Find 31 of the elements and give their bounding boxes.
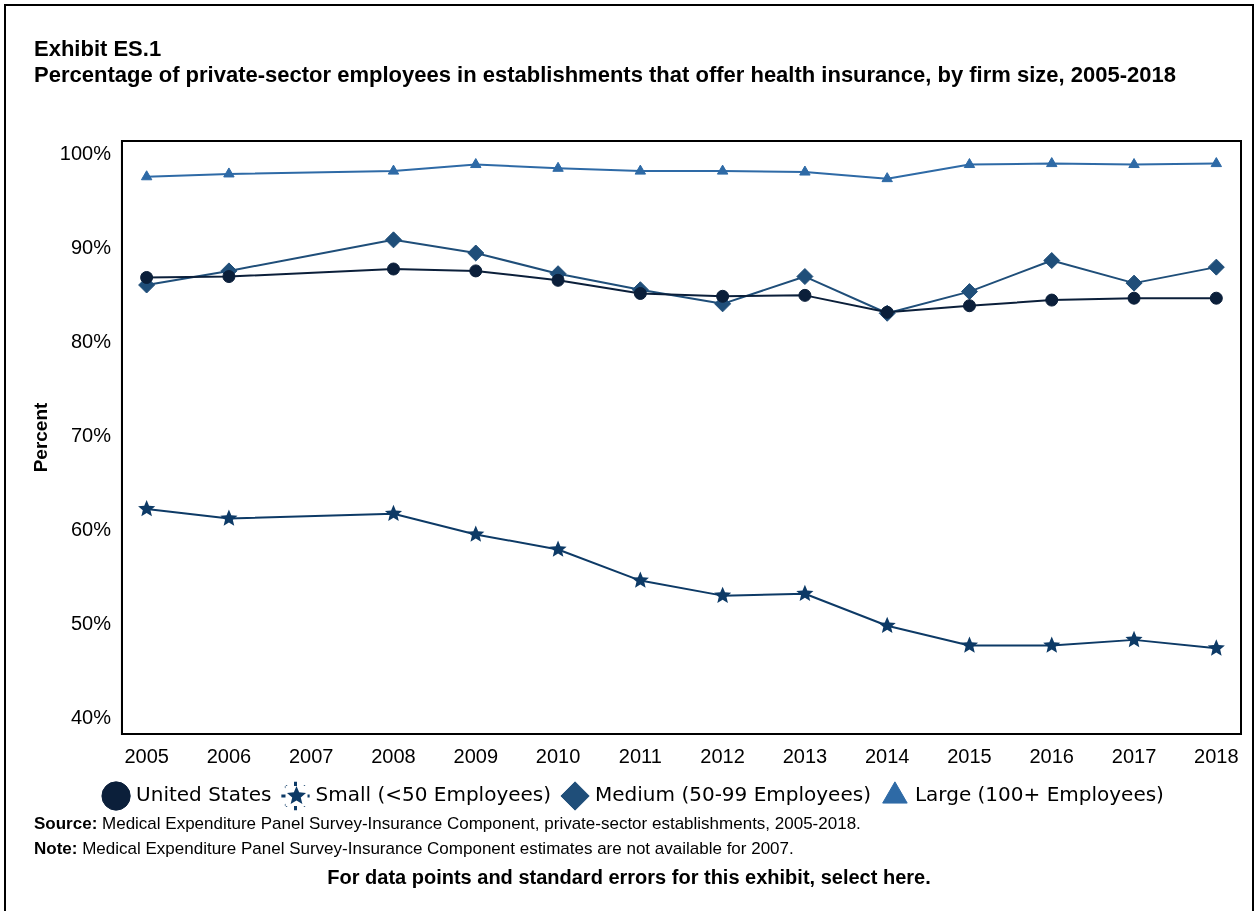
y-tick-label: 60% (70, 518, 112, 541)
x-tick-label: 2006 (206, 744, 252, 767)
text: For data points and standard errors for this exhibit, select here. (326, 866, 932, 889)
y-tick-label: 90% (70, 235, 112, 258)
legend-label: Small (<50 Employees) (315, 782, 552, 807)
chart-subtitle: Percentage of private-sector employees in establishments that offer health insurance, by firm size, 2005-2018 (34, 62, 1177, 88)
y-tick-label: 50% (70, 612, 112, 635)
y-tick-label: 100% (59, 141, 112, 164)
x-tick-label: 2015 (947, 744, 992, 767)
x-tick-label: 2007 (288, 744, 334, 767)
x-tick-label: 2018 (1194, 744, 1239, 767)
text: Note: Medical Expenditure Panel Survey-Insurance Component estimates are not available for 2007. (34, 839, 794, 858)
x-tick-label: 2016 (1029, 744, 1074, 767)
chart-title: Exhibit ES.1 (34, 36, 163, 62)
y-tick-label: 70% (70, 424, 112, 447)
x-tick-label: 2013 (782, 744, 828, 767)
y-tick-label: 40% (70, 706, 112, 729)
y-tick-label: 80% (70, 329, 112, 352)
x-tick-label: 2017 (1111, 744, 1157, 767)
legend-label: Medium (50-99 Employees) (595, 782, 871, 807)
y-axis-title: Percent (29, 401, 51, 473)
x-tick-label: 2014 (864, 744, 910, 767)
x-tick-label: 2010 (535, 744, 581, 767)
x-tick-label: 2005 (124, 744, 169, 767)
legend-label: Large (100+ Employees) (914, 782, 1164, 807)
source-note: Source: Medical Expenditure Panel Survey-Insurance Component, private-sector establishments, 2005-2018. (34, 814, 861, 833)
x-tick-label: 2011 (618, 744, 662, 767)
x-tick-label: 2009 (453, 744, 499, 767)
x-tick-label: 2012 (700, 744, 745, 767)
legend-label: United States (136, 782, 272, 807)
x-tick-label: 2008 (371, 744, 416, 767)
